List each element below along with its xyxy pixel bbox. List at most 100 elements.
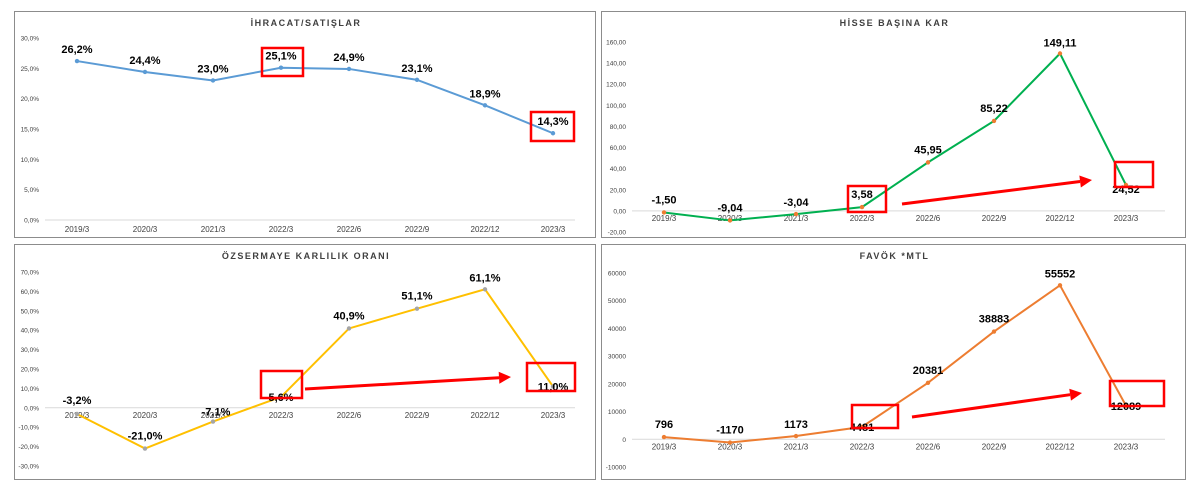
data-label: 14,3% bbox=[537, 116, 568, 128]
data-label: 38883 bbox=[979, 314, 1010, 326]
y-tick-label: 20000 bbox=[608, 381, 626, 388]
trend-arrow-head bbox=[1069, 388, 1082, 401]
trend-arrow-head bbox=[1079, 175, 1092, 188]
highlight-box bbox=[260, 46, 305, 78]
y-tick-label: -10,0% bbox=[18, 425, 39, 432]
x-tick-label: 2022/9 bbox=[982, 442, 1007, 451]
x-tick-label: 2023/3 bbox=[1114, 214, 1139, 223]
data-point bbox=[482, 103, 488, 108]
data-point bbox=[142, 446, 148, 451]
data-label: 85,22 bbox=[980, 103, 1008, 115]
x-tick-label: 2020/3 bbox=[133, 225, 158, 234]
data-label: 1173 bbox=[784, 419, 808, 431]
chart-panel-favok: FAVÖK *MTL -10000 0 10000 20000 30000 40000 500… bbox=[601, 244, 1186, 480]
y-tick-label: 30,0% bbox=[21, 347, 40, 354]
highlight-box bbox=[259, 369, 304, 400]
data-label: 45,95 bbox=[914, 144, 942, 156]
data-point bbox=[991, 329, 997, 334]
y-tick-label: 80,00 bbox=[610, 124, 627, 131]
x-tick-label: 2019/3 bbox=[652, 214, 677, 223]
data-point bbox=[550, 131, 556, 136]
data-point bbox=[991, 118, 997, 124]
data-label: 40,9% bbox=[333, 310, 364, 322]
y-tick-label: -20,00 bbox=[608, 230, 627, 237]
x-tick-label: 2023/3 bbox=[541, 225, 566, 234]
chart-panel-hisse-basina-kar: HİSSE BAŞINA KAR -20,00 0,00 20,00 40,00 60,0… bbox=[601, 11, 1186, 238]
x-tick-label: 2021/3 bbox=[201, 225, 226, 234]
data-label: 25,1% bbox=[265, 51, 296, 63]
y-tick-label: 25,0% bbox=[21, 66, 40, 73]
data-label: 61,1% bbox=[469, 272, 500, 284]
chart-svg: ÖZSERMAYE KARLILIK ORANI -30,0% -20,0% -10,… bbox=[18, 251, 577, 471]
highlight-box bbox=[846, 184, 888, 214]
chart-title: ÖZSERMAYE KARLILIK ORANI bbox=[222, 251, 390, 261]
y-tick-label: 100,00 bbox=[606, 103, 626, 110]
data-point bbox=[74, 411, 80, 417]
chart-title: İHRACAT/SATIŞLAR bbox=[251, 18, 362, 28]
y-tick-label: 0,00 bbox=[613, 208, 626, 215]
y-tick-label: 140,00 bbox=[606, 61, 626, 68]
data-point bbox=[925, 380, 931, 386]
data-point bbox=[661, 210, 667, 215]
y-tick-label: 20,0% bbox=[21, 96, 40, 103]
x-tick-label: 2023/3 bbox=[1114, 442, 1139, 451]
highlight-box bbox=[1113, 160, 1155, 189]
y-tick-label: -10000 bbox=[606, 465, 627, 472]
data-point bbox=[1057, 283, 1063, 288]
data-point bbox=[278, 65, 284, 70]
trend-arrow-shaft bbox=[304, 376, 500, 391]
data-label: 24,9% bbox=[333, 52, 364, 64]
highlight-box bbox=[525, 361, 577, 393]
data-point bbox=[550, 384, 556, 389]
y-tick-label: 70,0% bbox=[21, 270, 40, 277]
y-tick-label: 10000 bbox=[608, 409, 626, 416]
data-label: -7,1% bbox=[202, 407, 231, 419]
series-line bbox=[663, 51, 1127, 222]
y-tick-label: 50000 bbox=[608, 298, 626, 305]
x-tick-label: 2022/6 bbox=[916, 442, 941, 451]
y-tick-label: 30,0% bbox=[21, 36, 40, 43]
y-tick-label: 50,0% bbox=[21, 308, 40, 315]
chart-panel-ihracat-satislar: İHRACAT/SATIŞLAR 0,0% 5,0% 10,0% 15,0% 20,0% 2… bbox=[14, 11, 596, 238]
data-label: -21,0% bbox=[128, 431, 163, 443]
x-tick-label: 2019/3 bbox=[652, 442, 677, 451]
chart-svg: FAVÖK *MTL -10000 0 10000 20000 30000 40000 500… bbox=[606, 251, 1166, 472]
data-label: 23,0% bbox=[197, 63, 228, 75]
y-tick-label: 40000 bbox=[608, 326, 626, 333]
data-label: 26,2% bbox=[61, 44, 92, 56]
data-point bbox=[727, 218, 733, 223]
x-tick-label: 2022/9 bbox=[405, 411, 430, 420]
trend-arrow-head bbox=[498, 371, 511, 384]
y-tick-label: 0 bbox=[622, 437, 626, 444]
highlight-box bbox=[529, 110, 576, 143]
data-label: 18,9% bbox=[469, 88, 500, 100]
data-label: 55552 bbox=[1045, 268, 1076, 280]
data-point bbox=[74, 58, 80, 64]
data-label: 20381 bbox=[913, 365, 944, 377]
x-tick-label: 2022/12 bbox=[1046, 442, 1075, 451]
y-tick-label: -20,0% bbox=[18, 444, 39, 451]
x-tick-label: 2022/6 bbox=[916, 214, 941, 223]
data-point bbox=[414, 306, 420, 311]
y-tick-label: -30,0% bbox=[18, 464, 39, 471]
x-tick-label: 2022/3 bbox=[269, 411, 294, 420]
x-tick-label: 2023/3 bbox=[541, 411, 566, 420]
x-tick-label: 2022/6 bbox=[337, 225, 362, 234]
data-point bbox=[482, 287, 488, 292]
highlight-box bbox=[850, 403, 900, 430]
trend-arrow-shaft bbox=[911, 393, 1071, 419]
x-tick-label: 2022/6 bbox=[337, 411, 362, 420]
y-tick-label: 60,00 bbox=[610, 145, 627, 152]
y-tick-label: 0,0% bbox=[24, 405, 39, 412]
data-point bbox=[727, 440, 733, 445]
y-tick-label: 0,0% bbox=[24, 218, 39, 225]
y-tick-label: 30000 bbox=[608, 354, 626, 361]
y-tick-label: 40,0% bbox=[21, 328, 40, 335]
x-tick-label: 2021/3 bbox=[784, 214, 809, 223]
data-label: 51,1% bbox=[401, 291, 432, 303]
y-tick-label: 40,00 bbox=[610, 166, 627, 173]
chart-svg: HİSSE BAŞINA KAR -20,00 0,00 20,00 40,00 60,0… bbox=[606, 18, 1165, 237]
data-point bbox=[1057, 51, 1063, 56]
data-label: 149,11 bbox=[1043, 37, 1076, 49]
chart-svg: İHRACAT/SATIŞLAR 0,0% 5,0% 10,0% 15,0% 20,0% 2… bbox=[21, 18, 576, 234]
